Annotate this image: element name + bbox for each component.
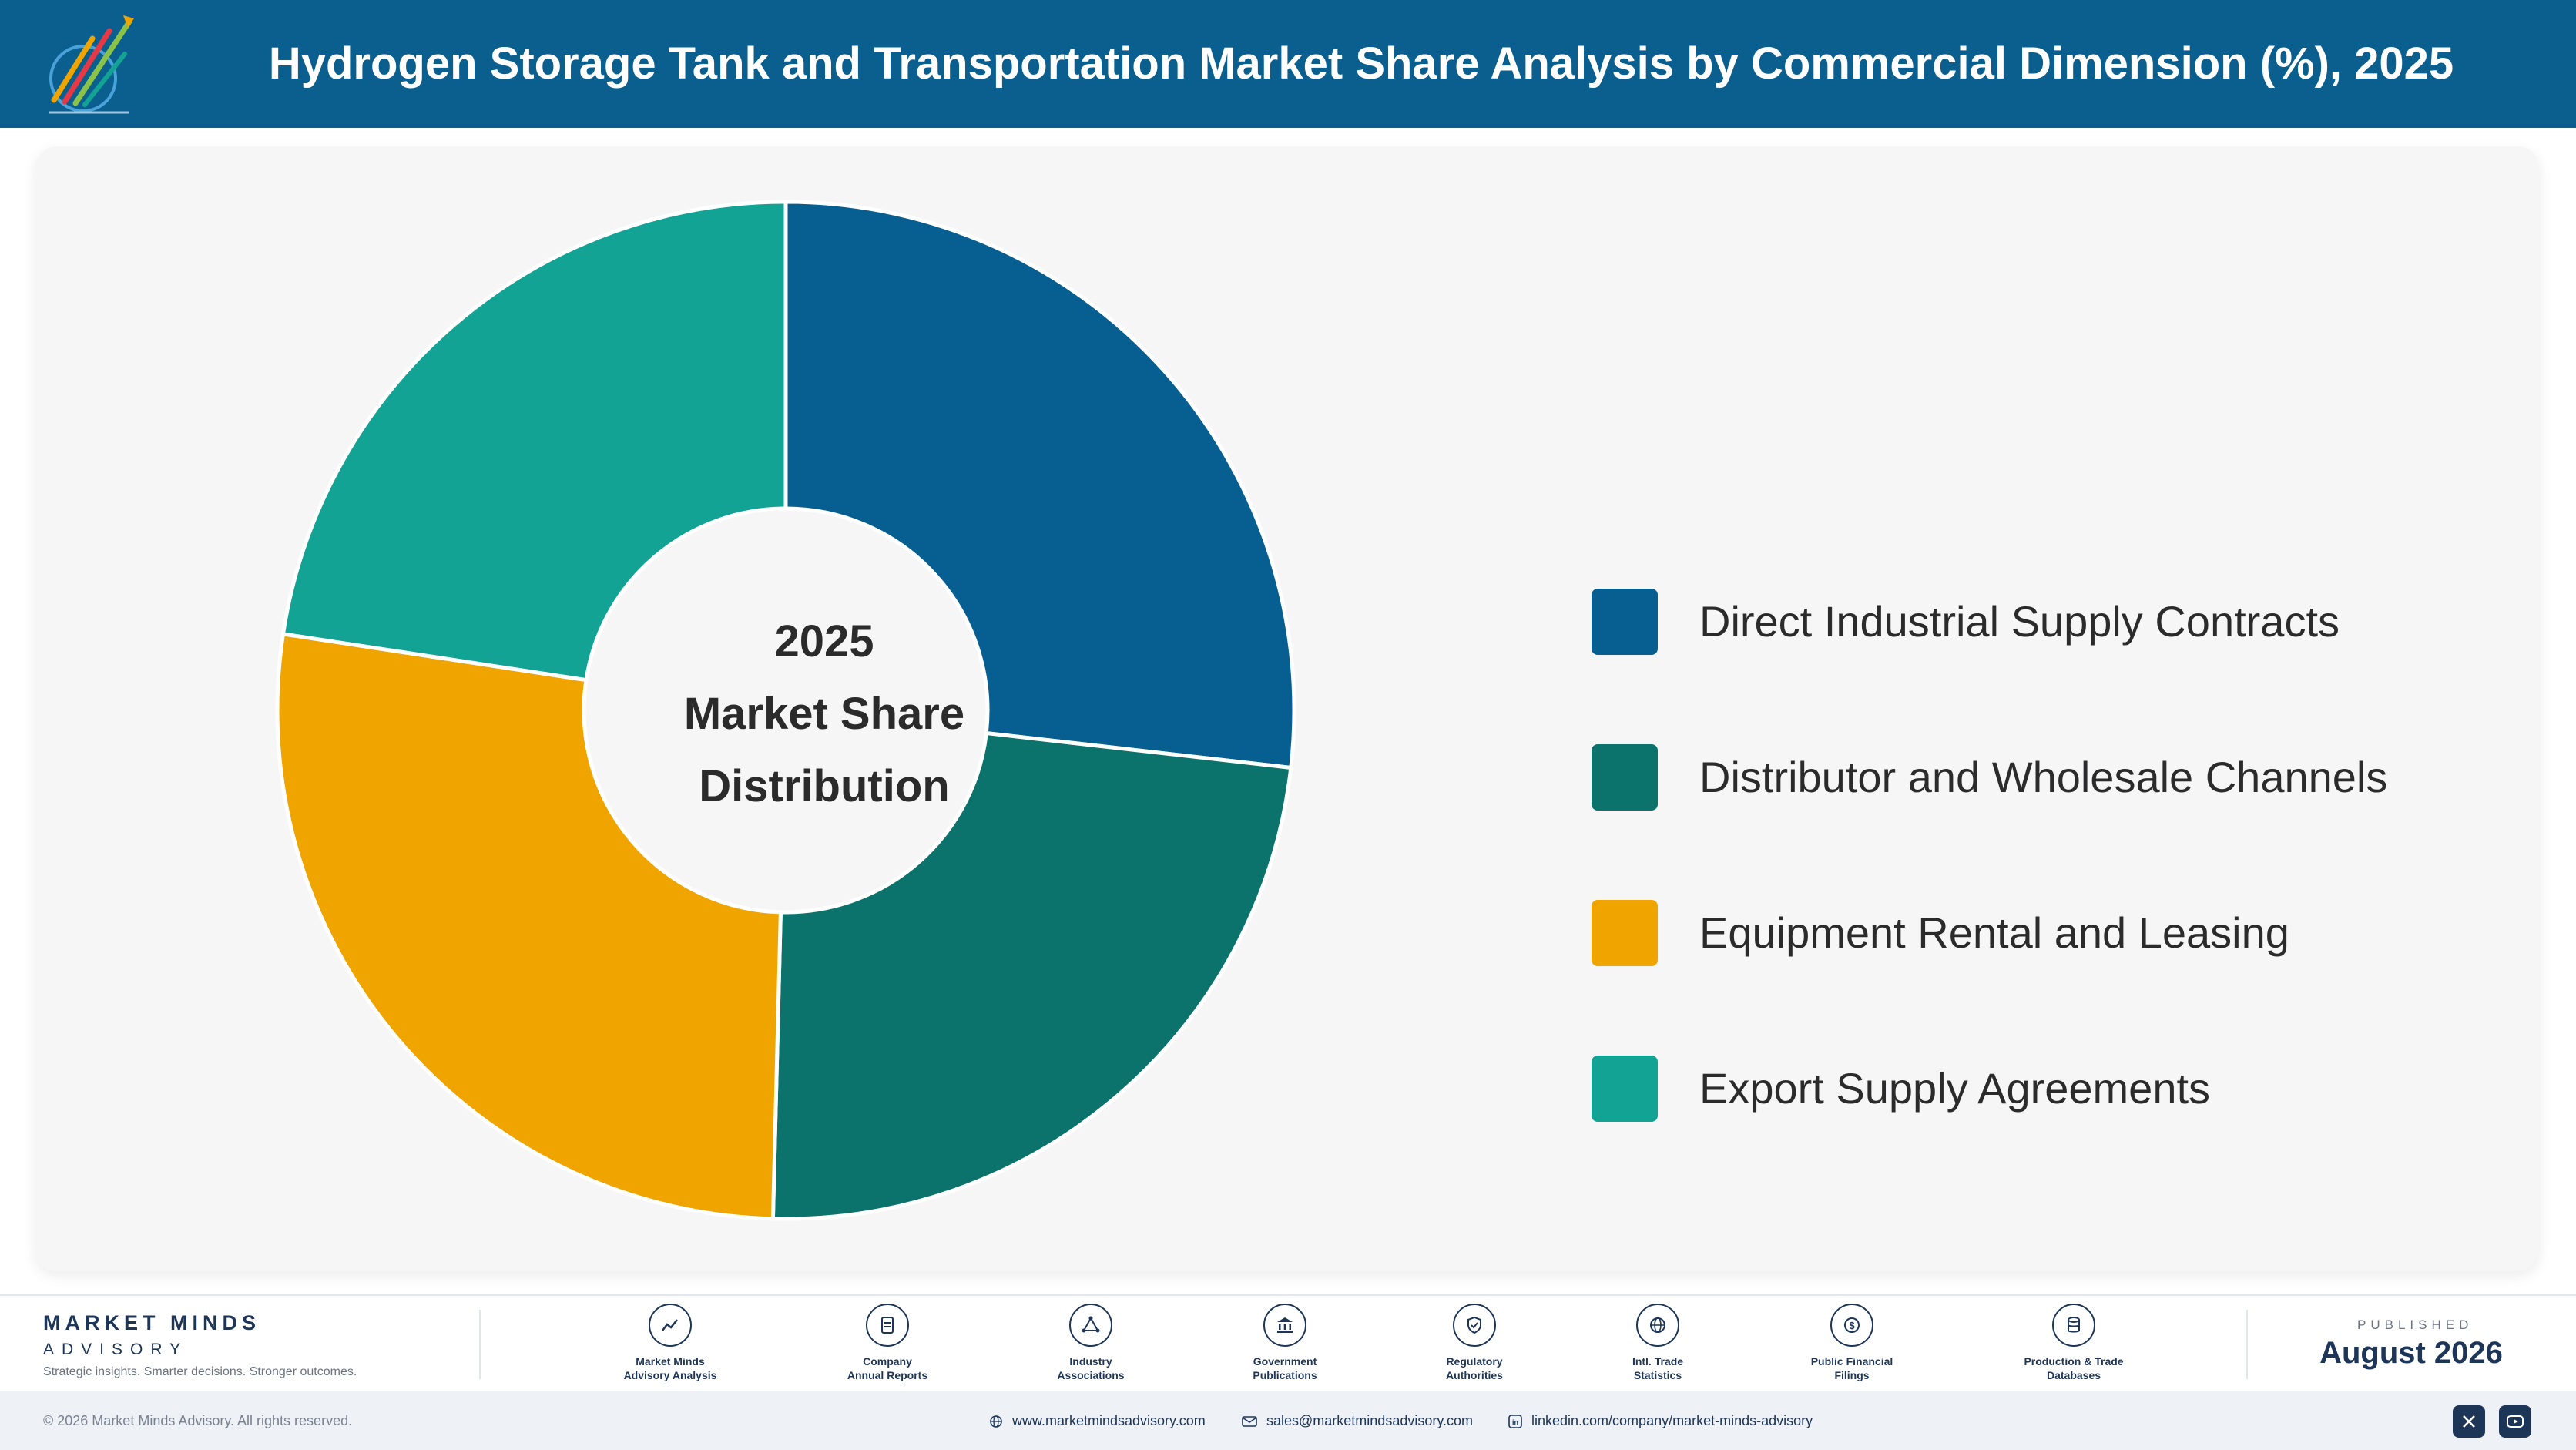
linkedin-icon: in: [1508, 1415, 1522, 1429]
header-bar: Hydrogen Storage Tank and Transportation…: [0, 0, 2576, 128]
legend-item-export-supply: Export Supply Agreements: [1592, 1054, 2516, 1123]
legend-item-direct-industrial: Direct Industrial Supply Contracts: [1592, 587, 2516, 656]
globe-icon: [990, 1415, 1002, 1428]
source-production-trade-databases: Production & Trade Databases: [1981, 1304, 2166, 1382]
source-label: Production & Trade Databases: [2024, 1355, 2124, 1381]
website-text: www.marketmindsadvisory.com: [1012, 1413, 1206, 1428]
legend-item-equipment-rental: Equipment Rental and Leasing: [1592, 898, 2516, 968]
source-label: Company Annual Reports: [847, 1355, 928, 1381]
globe-icon: [1636, 1304, 1679, 1347]
legend-swatch: [1592, 900, 1658, 966]
center-label-year: 2025: [774, 616, 874, 666]
donut-center-label: 2025 Market Share Distribution: [632, 606, 1017, 823]
source-public-financial-filings: $ Public Financial Filings: [1759, 1304, 1944, 1382]
copyright-text: © 2026 Market Minds Advisory. All rights…: [43, 1413, 353, 1428]
email-link[interactable]: sales@marketmindsadvisory.com: [1242, 1391, 1473, 1450]
donut-slice-direct-industrial: [783, 200, 1296, 770]
source-label: Intl. Trade Statistics: [1632, 1355, 1684, 1381]
document-icon: [866, 1304, 909, 1347]
legend-label: Equipment Rental and Leasing: [1699, 908, 2289, 957]
database-icon: [2052, 1304, 2095, 1347]
legend-label: Distributor and Wholesale Channels: [1699, 753, 2388, 801]
linkedin-text: linkedin.com/company/market-minds-adviso…: [1531, 1413, 1813, 1428]
source-label: Market Minds Advisory Analysis: [623, 1355, 717, 1381]
donut-slice-distributor-wholesale: [770, 730, 1293, 1221]
legend-item-distributor-wholesale: Distributor and Wholesale Channels: [1592, 743, 2516, 812]
chart-title: Hydrogen Storage Tank and Transportation…: [268, 39, 2454, 89]
source-intl-trade-statistics: Intl. Trade Statistics: [1565, 1304, 1750, 1382]
linkedin-link[interactable]: in linkedin.com/company/market-minds-advi…: [1508, 1391, 1813, 1450]
trend-chart-icon: [649, 1304, 692, 1347]
legend-label: Export Supply Agreements: [1699, 1064, 2211, 1113]
source-company-reports: Company Annual Reports: [795, 1304, 980, 1382]
source-label: Regulatory Authorities: [1446, 1355, 1503, 1381]
footer-brand-name: MARKET MINDS: [43, 1311, 260, 1334]
chart-card: 2025 Market Share Distribution Direct In…: [35, 146, 2539, 1271]
published-date: August 2026: [2319, 1336, 2503, 1370]
footer-brand-sub: ADVISORY: [43, 1341, 189, 1358]
source-label: Public Financial Filings: [1810, 1355, 1893, 1381]
source-regulatory-authorities: Regulatory Authorities: [1382, 1304, 1567, 1382]
center-label-line3: Distribution: [699, 761, 950, 811]
footer-divider: [479, 1310, 481, 1379]
x-logo-icon: [2463, 1415, 2475, 1428]
source-government-publications: Government Publications: [1192, 1304, 1377, 1382]
shield-check-icon: [1453, 1304, 1496, 1347]
donut-slice-equipment-rental: [275, 632, 783, 1221]
bank-icon: [1263, 1304, 1306, 1347]
legend-label: Direct Industrial Supply Contracts: [1699, 597, 2340, 646]
source-industry-associations: Industry Associations: [998, 1304, 1183, 1382]
mail-icon: [1242, 1416, 1257, 1428]
youtube-icon: [2507, 1415, 2524, 1428]
svg-text:$: $: [1849, 1320, 1855, 1331]
footer-divider: [2246, 1310, 2248, 1379]
brand-logo-icon: [49, 15, 134, 114]
source-label: Industry Associations: [1057, 1355, 1125, 1381]
legend-swatch: [1592, 744, 1658, 811]
footer-tagline: Strategic insights. Smarter decisions. S…: [43, 1365, 357, 1378]
bottom-bar: © 2026 Market Minds Advisory. All rights…: [0, 1391, 2576, 1450]
legend-swatch: [1592, 1056, 1658, 1122]
network-icon: [1069, 1304, 1112, 1347]
donut-chart: [275, 200, 1296, 1221]
youtube-social-button[interactable]: [2499, 1405, 2531, 1438]
x-social-button[interactable]: [2453, 1405, 2485, 1438]
dollar-coin-icon: $: [1830, 1304, 1873, 1347]
source-market-minds-analysis: Market Minds Advisory Analysis: [578, 1304, 763, 1382]
legend-swatch: [1592, 589, 1658, 655]
email-text: sales@marketmindsadvisory.com: [1266, 1413, 1474, 1428]
source-label: Government Publications: [1253, 1355, 1317, 1381]
svg-text:in: in: [1512, 1418, 1518, 1426]
published-caption: PUBLISHED: [2357, 1317, 2474, 1332]
center-label-line2: Market Share: [683, 689, 965, 739]
donut-slice-export-supply: [280, 200, 788, 683]
website-link[interactable]: www.marketmindsadvisory.com: [989, 1391, 1206, 1450]
